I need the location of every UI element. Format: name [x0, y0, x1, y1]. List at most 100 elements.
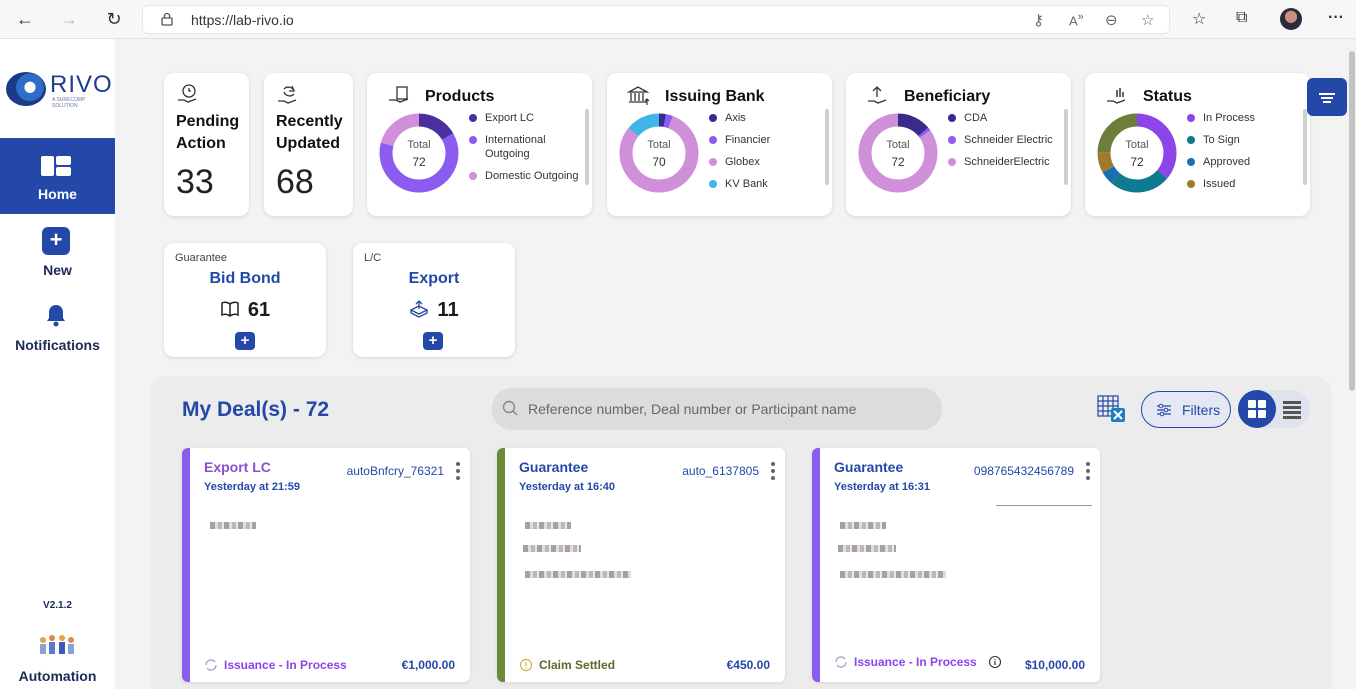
export-lc-card[interactable]: L/C Export 11 +	[353, 243, 515, 357]
legend-dot	[1187, 114, 1195, 122]
products-icon	[389, 86, 409, 103]
sidebar: RIVO A SURECOMP SOLUTION Home + New Noti…	[0, 39, 115, 689]
forward-icon[interactable]: →	[60, 9, 78, 29]
status-legend: In Process To Sign Approved Issued	[1187, 111, 1299, 199]
version-label: V2.1.2	[43, 600, 72, 611]
products-legend: Export LC International Outgoing Domestic …	[469, 111, 581, 191]
recently-updated-card[interactable]: Recently Updated 68	[264, 73, 353, 216]
zoom-icon[interactable]: ⊖	[1105, 12, 1118, 29]
export-box-icon	[409, 300, 429, 318]
add-favorite-icon[interactable]: ☆	[1141, 12, 1155, 29]
legend-dot	[1187, 158, 1195, 166]
legend-dot	[948, 158, 956, 166]
rivo-logo: RIVO A SURECOMP SOLUTION	[6, 69, 112, 109]
legend-item: Axis	[709, 111, 821, 125]
beneficiary-card[interactable]: Beneficiary Total 72 CDA Schneider Electr…	[846, 73, 1071, 216]
legend-item: Approved	[1187, 155, 1299, 169]
plus-icon: +	[42, 227, 70, 255]
donut-slice-2[interactable]	[858, 113, 938, 193]
deal-card[interactable]: Guarantee Yesterday at 16:31 09876543245…	[812, 448, 1100, 682]
profile-avatar[interactable]	[1280, 8, 1302, 30]
status-donut	[1097, 113, 1177, 193]
products-card[interactable]: Products Total 72 Export LC International…	[367, 73, 592, 216]
donut-slice-2[interactable]	[379, 113, 459, 193]
automation-label[interactable]: Automation	[18, 668, 97, 684]
deal-search[interactable]	[492, 388, 942, 430]
legend-dot	[1187, 136, 1195, 144]
pending-action-card[interactable]: Pending Action 33	[164, 73, 249, 216]
redacted-text	[525, 571, 631, 578]
recent-count: 68	[276, 163, 314, 201]
redacted-text	[840, 571, 946, 578]
status-bar	[182, 448, 190, 682]
export-excel-icon[interactable]	[1097, 395, 1127, 423]
legend-dot	[469, 136, 477, 144]
legend-item: Domestic Outgoing	[469, 169, 581, 183]
products-donut	[379, 113, 459, 193]
kebab-menu-icon[interactable]	[771, 462, 775, 480]
donut-slice-1[interactable]	[379, 113, 459, 193]
issuing-bank-donut	[619, 113, 699, 193]
legend-item: Issued	[1187, 177, 1299, 191]
legend-dot	[709, 180, 717, 188]
lock-icon	[161, 12, 173, 26]
pending-count: 33	[176, 163, 214, 201]
beneficiary-donut	[858, 113, 938, 193]
collections-icon[interactable]: ⧉	[1236, 9, 1248, 26]
favorites-icon[interactable]: ☆	[1192, 11, 1207, 28]
bell-icon	[47, 305, 65, 327]
back-icon[interactable]: ←	[16, 9, 34, 29]
search-input[interactable]	[528, 398, 928, 420]
redacted-text	[210, 522, 256, 529]
sidebar-item-notifications[interactable]: Notifications	[0, 301, 115, 353]
info-icon[interactable]	[988, 655, 1002, 669]
legend-scrollbar[interactable]	[825, 109, 829, 185]
beneficiary-icon	[868, 86, 887, 104]
legend-scrollbar[interactable]	[585, 109, 589, 185]
warning-icon	[519, 658, 533, 672]
donut-slice-3[interactable]	[619, 113, 699, 193]
legend-dot	[709, 136, 717, 144]
address-bar[interactable]: https://lab-rivo.io ⚷ A» ⊖ ☆	[142, 5, 1170, 34]
sidebar-item-new[interactable]: + New	[0, 224, 115, 284]
refresh-hand-icon	[278, 85, 297, 104]
search-icon	[502, 400, 518, 416]
status-card[interactable]: Status Total 72 In Process To Sign Approve…	[1085, 73, 1310, 216]
legend-scrollbar[interactable]	[1303, 109, 1307, 185]
legend-item: Export LC	[469, 111, 581, 125]
legend-dot	[469, 114, 477, 122]
in-process-icon	[205, 659, 217, 671]
donut-slice-0[interactable]	[1097, 113, 1177, 193]
donut-slice-2[interactable]	[619, 113, 699, 193]
legend-item: Schneider Electric	[948, 133, 1060, 147]
kebab-menu-icon[interactable]	[456, 462, 460, 480]
status-bar	[812, 448, 820, 682]
page-scrollbar[interactable]	[1348, 39, 1356, 689]
legend-dot	[709, 158, 717, 166]
filters-button[interactable]: Filters	[1141, 391, 1231, 428]
add-export-button[interactable]: +	[423, 332, 443, 350]
kebab-menu-icon[interactable]	[1086, 462, 1090, 480]
legend-item: International Outgoing	[469, 133, 581, 161]
key-icon[interactable]: ⚷	[1033, 12, 1044, 29]
grid-view-icon[interactable]	[1238, 390, 1276, 428]
issuing-bank-card[interactable]: Issuing Bank Total 70 Axis Financier Globe…	[607, 73, 832, 216]
bid-bond-count: 61	[247, 299, 271, 321]
divider	[996, 505, 1092, 506]
view-toggle[interactable]	[1238, 390, 1310, 428]
donut-slice-3[interactable]	[1097, 113, 1177, 193]
url-text: https://lab-rivo.io	[191, 12, 294, 28]
legend-scrollbar[interactable]	[1064, 109, 1068, 185]
refresh-icon[interactable]: ↻	[106, 9, 122, 29]
add-bid-bond-button[interactable]: +	[235, 332, 255, 350]
legend-dot	[709, 114, 717, 122]
read-aloud-icon[interactable]: A»	[1069, 11, 1084, 29]
sidebar-item-home[interactable]: Home	[0, 138, 115, 214]
filter-menu-button[interactable]	[1307, 78, 1347, 116]
bid-bond-card[interactable]: Guarantee Bid Bond 61 +	[164, 243, 326, 357]
automation-icon[interactable]	[37, 632, 77, 658]
donut-slice-1[interactable]	[1097, 113, 1177, 193]
deal-card[interactable]: Export LC Yesterday at 21:59 autoBnfcry_…	[182, 448, 470, 682]
deal-card[interactable]: Guarantee Yesterday at 16:40 auto_613780…	[497, 448, 785, 682]
more-icon[interactable]: ···	[1328, 9, 1344, 26]
